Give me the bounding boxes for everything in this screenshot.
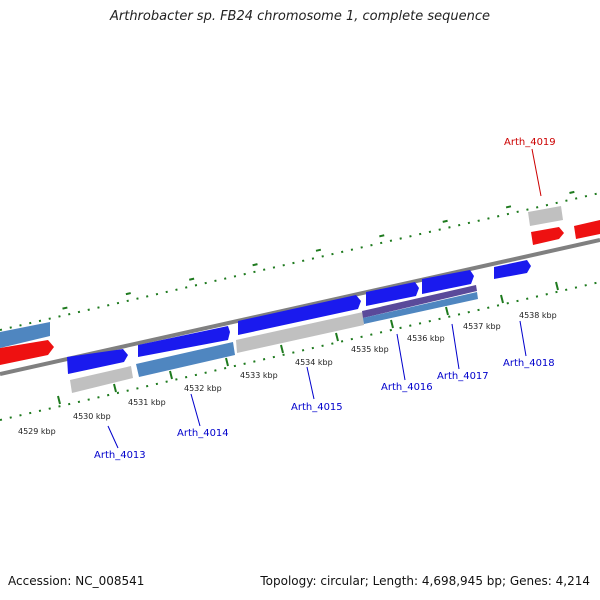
- upper-major-ticks: [3, 185, 600, 323]
- pseudo-arth-4019[interactable]: [528, 206, 563, 226]
- cds-arth-4015-forward[interactable]: [238, 295, 361, 335]
- scale-label: 4535 kbp: [351, 345, 389, 354]
- gene-label-arth-4017[interactable]: Arth_4017: [437, 371, 489, 382]
- reverse-strand-features: [0, 206, 563, 393]
- lower-major-ticks: [57, 281, 559, 405]
- rna-arth-4019[interactable]: [531, 227, 564, 245]
- cds-arth-4018-forward[interactable]: [494, 260, 531, 279]
- pseudo-arth-4015[interactable]: [236, 312, 364, 353]
- map-title: Arthrobacter sp. FB24 chromosome 1, comp…: [109, 9, 491, 24]
- scale-label: 4531 kbp: [128, 398, 166, 407]
- scale-label: 4532 kbp: [184, 384, 222, 393]
- scale-label: 4529 kbp: [18, 427, 56, 436]
- cds-arth-4016-reverse[interactable]: [362, 285, 477, 318]
- sequence-summary: Topology: circular; Length: 4,698,945 bp…: [260, 574, 590, 588]
- gene-label-arth-4019[interactable]: Arth_4019: [504, 137, 556, 148]
- gene-label-arth-4016[interactable]: Arth_4016: [381, 382, 433, 393]
- label-leaders: [107, 148, 542, 449]
- forward-strand-features: [0, 220, 600, 374]
- scale-label: 4530 kbp: [73, 412, 111, 421]
- cds-arth-4013-forward[interactable]: [67, 349, 128, 374]
- scale-label: 4533 kbp: [240, 371, 278, 380]
- gene-labels: Arth_4013 Arth_4014 Arth_4015 Arth_4016 …: [94, 137, 556, 461]
- gene-label-arth-4015[interactable]: Arth_4015: [291, 402, 343, 413]
- cds-left-reverse[interactable]: [0, 322, 50, 348]
- gene-label-arth-4013[interactable]: Arth_4013: [94, 450, 146, 461]
- rna-left-upper[interactable]: [0, 340, 54, 365]
- lower-dotted-line: [0, 281, 600, 421]
- cds-arth-4014-reverse[interactable]: [136, 342, 235, 377]
- gene-label-arth-4014[interactable]: Arth_4014: [177, 428, 229, 439]
- gene-label-arth-4018[interactable]: Arth_4018: [503, 358, 555, 369]
- scale-label: 4534 kbp: [295, 358, 333, 367]
- scale-label: 4536 kbp: [407, 334, 445, 343]
- pseudo-arth-4013[interactable]: [70, 366, 133, 393]
- rna-right-upper[interactable]: [574, 220, 600, 239]
- chromosome-backbone: [0, 238, 600, 376]
- lower-scale-ticks: [0, 281, 600, 421]
- scale-label: 4537 kbp: [463, 322, 501, 331]
- cds-arth-4017-reverse[interactable]: [363, 292, 478, 324]
- scale-label: 4538 kbp: [519, 311, 557, 320]
- scale-labels: 4529 kbp 4530 kbp 4531 kbp 4532 kbp 4533…: [18, 311, 557, 436]
- accession-text: Accession: NC_008541: [8, 574, 145, 588]
- cds-arth-4016-forward[interactable]: [366, 282, 419, 306]
- cds-arth-4017-forward[interactable]: [422, 270, 474, 294]
- cds-arth-4014-forward[interactable]: [138, 326, 230, 357]
